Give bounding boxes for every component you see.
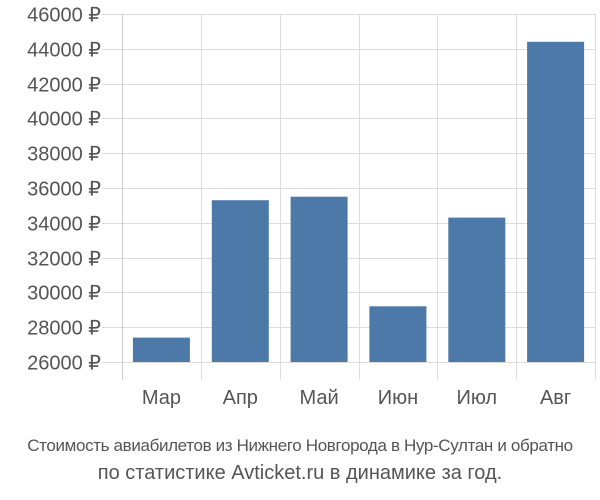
x-tick-label: Май [300, 387, 339, 409]
bar [369, 306, 427, 362]
x-tick-label: Авг [540, 387, 571, 409]
y-tick-label: 38000 ₽ [27, 144, 101, 166]
y-tick-label: 26000 ₽ [27, 353, 101, 375]
y-tick-label: 28000 ₽ [27, 318, 101, 340]
y-tick-label: 32000 ₽ [27, 249, 101, 271]
chart-caption-line-1: Стоимость авиабилетов из Нижнего Новгоро… [27, 436, 573, 455]
bar [211, 200, 269, 362]
y-tick-label: 36000 ₽ [27, 179, 101, 201]
bar-chart: 26000 ₽ 28000 ₽ 30000 ₽ 32000 ₽ 34000 ₽ 36000… [27, 5, 596, 409]
x-tick-labels: Мар Апр Май Июн Июл Авг [142, 387, 571, 409]
x-tick-label: Апр [223, 387, 258, 409]
x-tick-label: Мар [142, 387, 181, 409]
bar [448, 217, 506, 362]
bar [132, 337, 190, 362]
y-tick-label: 44000 ₽ [27, 40, 101, 62]
y-tick-label: 30000 ₽ [27, 283, 101, 305]
x-tick-label: Июл [456, 387, 497, 409]
bars [132, 41, 585, 363]
x-tick-label: Июн [378, 387, 418, 409]
bar [527, 41, 585, 363]
bar [290, 196, 348, 362]
y-tick-labels: 26000 ₽ 28000 ₽ 30000 ₽ 32000 ₽ 34000 ₽ 36000… [27, 5, 101, 375]
y-tick-label: 46000 ₽ [27, 5, 101, 27]
chart-caption-line-2: по статистике Avticket.ru в динамике за … [97, 462, 503, 484]
y-tick-label: 34000 ₽ [27, 214, 101, 236]
grid-lines [102, 14, 596, 380]
y-tick-label: 40000 ₽ [27, 109, 101, 131]
y-tick-label: 42000 ₽ [27, 75, 101, 97]
